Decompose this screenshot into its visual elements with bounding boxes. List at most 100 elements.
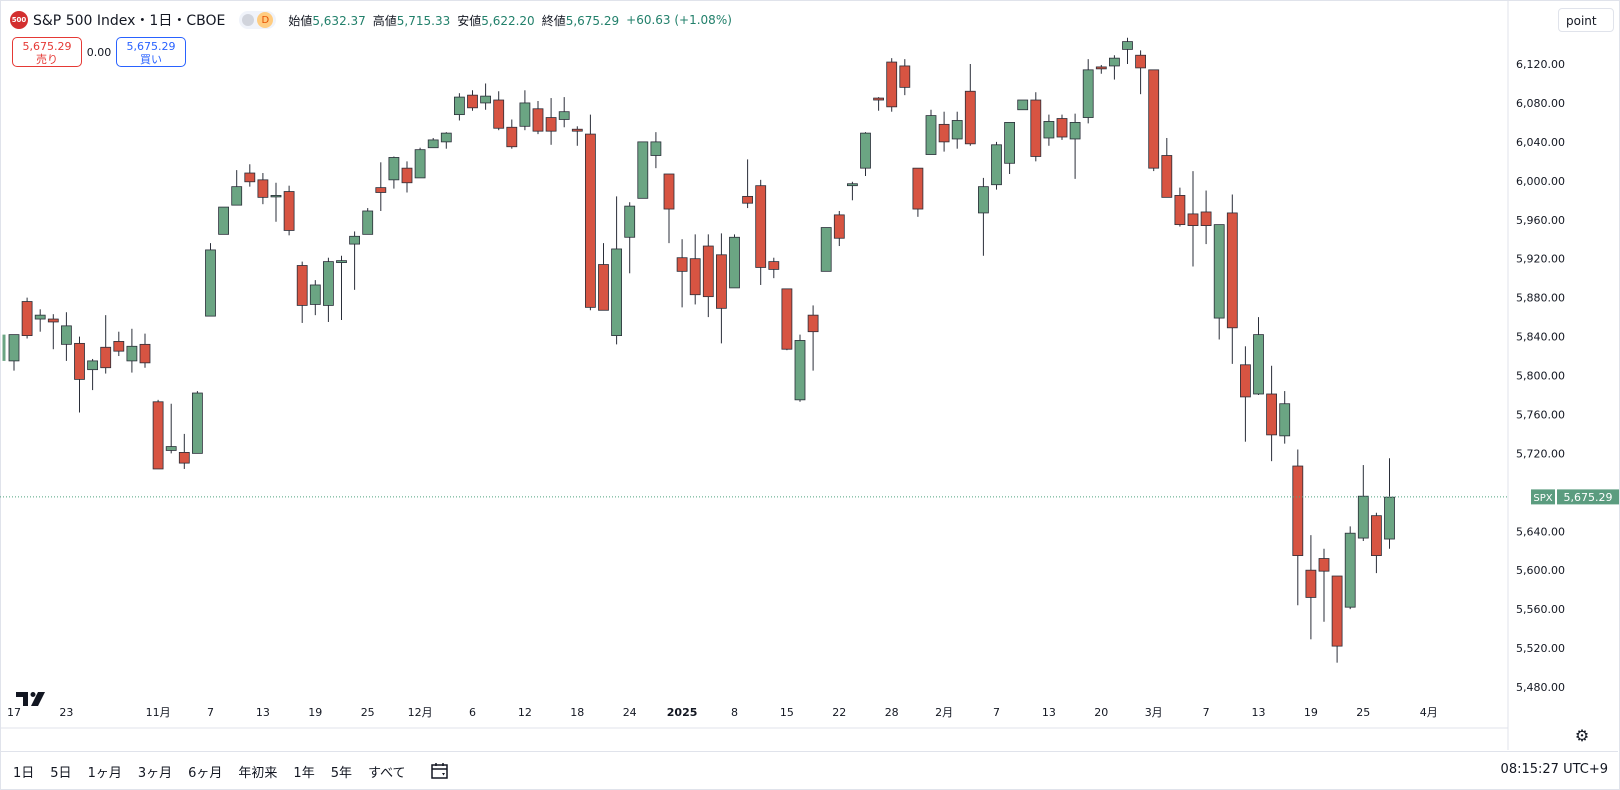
- candle-up: [611, 196, 622, 345]
- candle-body: [414, 149, 426, 179]
- candle-up: [1043, 114, 1055, 146]
- time-tick-label: 20: [1094, 706, 1108, 719]
- buy-button[interactable]: 5,675.29 買い: [116, 37, 186, 67]
- candle-body: [1122, 41, 1133, 50]
- candle-body: [886, 61, 898, 108]
- candle-up: [519, 90, 531, 131]
- candle-down: [873, 97, 884, 111]
- price-tick-label: 5,840.00: [1516, 331, 1565, 344]
- candle-up: [8, 334, 20, 371]
- candle-body: [74, 342, 85, 380]
- time-tick-label: 11月: [146, 706, 171, 719]
- candle-up: [1384, 458, 1395, 549]
- candle-body: [1043, 121, 1055, 139]
- candle-down: [532, 100, 544, 135]
- last-price-text: 5,675.29: [1564, 491, 1613, 504]
- candle-body: [899, 65, 911, 88]
- candle-up: [34, 309, 46, 332]
- candle-down: [899, 59, 911, 96]
- candle-body: [1331, 575, 1343, 647]
- candle-body: [585, 133, 596, 308]
- candle-up: [1213, 224, 1225, 340]
- candle-body: [1069, 122, 1081, 140]
- time-tick-label: 8: [731, 706, 738, 719]
- range-3m[interactable]: 3ヶ月: [137, 765, 173, 781]
- candle-body: [270, 195, 282, 198]
- candle-body: [716, 254, 727, 309]
- candle-body: [1318, 558, 1330, 572]
- candle-down: [545, 98, 557, 145]
- tradingview-logo-icon[interactable]: [16, 690, 46, 710]
- candle-body: [755, 185, 767, 268]
- candle-body: [493, 99, 505, 129]
- candle-body: [624, 205, 636, 238]
- candle-down: [1161, 137, 1173, 198]
- candle-body: [1240, 364, 1251, 398]
- price-tick-label: 5,640.00: [1516, 525, 1565, 538]
- candle-body: [1279, 403, 1291, 437]
- range-6m[interactable]: 6ヶ月: [188, 765, 223, 781]
- candle-up: [1017, 99, 1029, 111]
- time-axis[interactable]: 17 23 11月 7 13 19 25 12月 6 12 18 24 2025 8 15 22 28 2月 7 13…: [7, 706, 1438, 719]
- candle-down: [375, 162, 387, 211]
- candle-down: [663, 173, 675, 244]
- candle-body: [126, 345, 138, 362]
- time-tick-label: 19: [308, 706, 322, 719]
- sell-label: 売り: [36, 53, 58, 66]
- time-tick-label: 22: [832, 706, 846, 719]
- candle-body: [781, 288, 793, 350]
- candle-body: [1095, 66, 1107, 70]
- candle-body: [637, 141, 649, 199]
- candle-down: [1174, 187, 1186, 227]
- range-1y[interactable]: 1年: [293, 765, 315, 781]
- symbol-header: 500 S&P 500 Index・1日・CBOE D 始値5,632.37 高…: [10, 9, 732, 31]
- buy-label: 買い: [140, 53, 162, 66]
- candle-body: [61, 325, 72, 345]
- date-range-calendar-icon[interactable]: [429, 761, 451, 781]
- range-5d[interactable]: 5日: [50, 765, 72, 781]
- candle-down: [1266, 365, 1277, 462]
- sell-price: 5,675.29: [22, 40, 72, 53]
- price-tick-label: 5,960.00: [1516, 214, 1565, 227]
- price-chart[interactable]: 6,120.00 6,080.00 6,040.00 6,000.00 5,960.00…: [0, 0, 1620, 752]
- candle-down: [1292, 449, 1304, 606]
- candle-up: [362, 208, 374, 235]
- candle-down: [113, 331, 125, 357]
- time-tick-label: 12: [518, 706, 532, 719]
- time-tick-label: 28: [885, 706, 899, 719]
- candle-body: [139, 343, 151, 364]
- candle-down: [1030, 92, 1042, 162]
- candle-down: [807, 305, 819, 371]
- sell-button[interactable]: 5,675.29 売り: [12, 37, 82, 67]
- range-5y[interactable]: 5年: [330, 765, 352, 781]
- candle-down: [257, 173, 269, 205]
- price-tick-label: 5,560.00: [1516, 603, 1565, 616]
- range-1m[interactable]: 1ヶ月: [87, 765, 122, 781]
- range-ytd[interactable]: 年初来: [238, 765, 278, 781]
- candle-up: [1122, 37, 1133, 64]
- candle-body: [244, 172, 256, 183]
- price-tick-label: 5,760.00: [1516, 408, 1565, 421]
- candle-body: [113, 341, 125, 352]
- spread-value: 0.00: [86, 45, 112, 59]
- settings-gear-icon[interactable]: ⚙: [1574, 726, 1590, 745]
- price-tick-label: 6,120.00: [1516, 58, 1565, 71]
- candle-body: [545, 117, 557, 132]
- candle-body: [467, 94, 478, 109]
- candle-body: [8, 334, 20, 362]
- ohlc-high: 高値5,715.33: [372, 13, 451, 28]
- sp500-logo-icon[interactable]: 500: [10, 11, 28, 29]
- clock[interactable]: 08:15:27 UTC+9: [1500, 762, 1608, 777]
- range-1d[interactable]: 1日: [13, 765, 35, 781]
- range-all[interactable]: すべて: [367, 765, 406, 781]
- price-axis[interactable]: 6,120.00 6,080.00 6,040.00 6,000.00 5,960.00…: [1516, 58, 1565, 694]
- symbol-title[interactable]: S&P 500 Index・1日・CBOE: [33, 13, 226, 29]
- candle-body: [440, 132, 452, 143]
- time-tick-label: 25: [361, 706, 375, 719]
- scale-mode-button[interactable]: point: [1558, 8, 1614, 32]
- candle-body: [480, 95, 492, 104]
- candle-body: [1292, 465, 1304, 556]
- candle-body: [519, 102, 531, 127]
- candle-up: [61, 312, 72, 361]
- status-pill[interactable]: D: [239, 11, 277, 29]
